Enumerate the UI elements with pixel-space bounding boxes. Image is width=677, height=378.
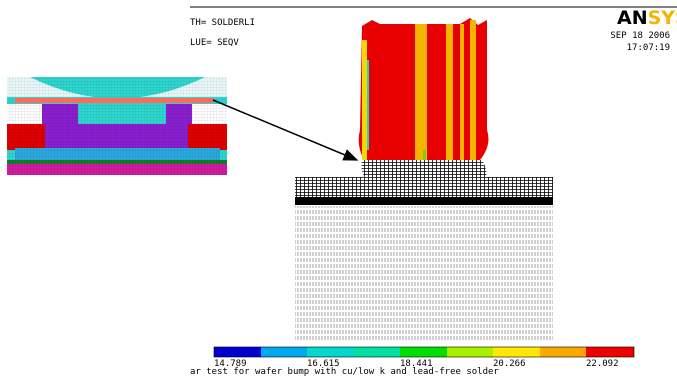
title-line: TH= SOLDERLI [190, 18, 255, 28]
screenshot: TH= SOLDERLI LUE= SEQV ANSYS SEP 18 2006… [0, 0, 677, 378]
color-legend: 14.789 16.615 18.441 20.266 22.092 [214, 347, 634, 369]
logo-secondary: SYS [648, 7, 677, 29]
inset [7, 77, 227, 175]
pointer-arrow [213, 100, 357, 160]
time: 17:07:19 [627, 43, 670, 53]
bump-model [295, 18, 553, 340]
legend-label: 22.092 [586, 359, 619, 369]
date: SEP 18 2006 [610, 31, 670, 41]
value-line: LUE= SEQV [190, 38, 239, 48]
caption: ar test for wafer bump with cu/low k and… [190, 367, 499, 377]
logo-primary: AN [617, 7, 648, 29]
